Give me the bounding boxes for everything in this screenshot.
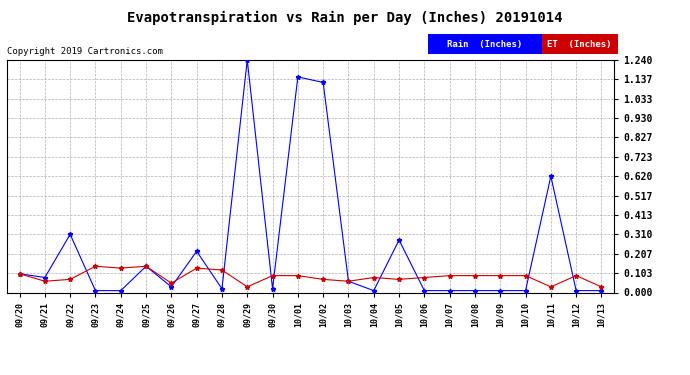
Text: Rain  (Inches): Rain (Inches) (447, 40, 522, 49)
Text: Evapotranspiration vs Rain per Day (Inches) 20191014: Evapotranspiration vs Rain per Day (Inch… (127, 11, 563, 26)
Text: ET  (Inches): ET (Inches) (547, 40, 612, 49)
Text: Copyright 2019 Cartronics.com: Copyright 2019 Cartronics.com (7, 47, 163, 56)
